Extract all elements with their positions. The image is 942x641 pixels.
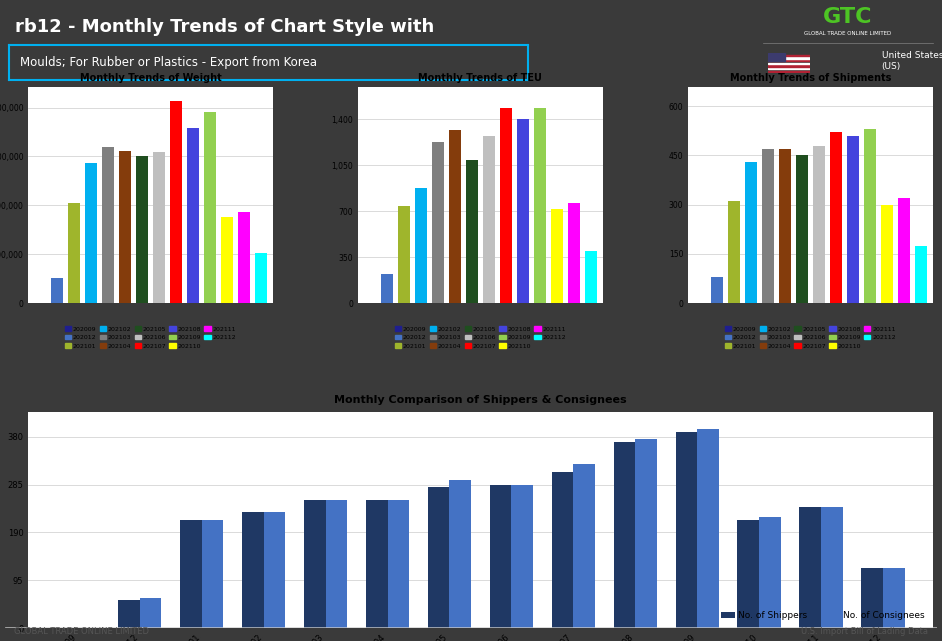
Bar [768, 71, 810, 72]
Bar [883, 568, 904, 628]
Bar [365, 500, 387, 628]
Bar [203, 112, 216, 303]
Title: Monthly Comparison of Shippers & Consignees: Monthly Comparison of Shippers & Consign… [334, 395, 626, 405]
Bar [768, 63, 810, 64]
Bar [449, 130, 461, 303]
Bar [517, 119, 528, 303]
Bar [428, 487, 449, 628]
Bar [697, 429, 719, 628]
Legend: No. of Shippers, No. of Consignees: No. of Shippers, No. of Consignees [718, 608, 928, 624]
Text: GLOBAL TRADE ONLINE LIMITED: GLOBAL TRADE ONLINE LIMITED [804, 31, 891, 37]
Bar [221, 217, 233, 303]
Bar [102, 147, 114, 303]
Bar [574, 465, 595, 628]
Text: GLOBAL TRADE ONLINE LIMITED: GLOBAL TRADE ONLINE LIMITED [14, 627, 149, 636]
Bar [432, 142, 444, 303]
Bar [382, 274, 393, 303]
Bar [387, 500, 409, 628]
Bar [118, 601, 139, 628]
Bar [779, 149, 791, 303]
Bar [635, 439, 657, 628]
Bar [51, 278, 63, 303]
Text: United States
(US): United States (US) [882, 51, 942, 71]
Text: GTC: GTC [823, 7, 872, 27]
Bar [264, 512, 285, 628]
Bar [153, 152, 165, 303]
Bar [861, 568, 883, 628]
Bar [552, 472, 574, 628]
Bar [187, 128, 199, 303]
Bar [304, 500, 326, 628]
Title: Monthly Trends of Weight: Monthly Trends of Weight [79, 73, 221, 83]
Bar [500, 108, 512, 303]
Bar [202, 520, 223, 628]
Bar [242, 512, 264, 628]
Bar [466, 160, 478, 303]
Bar [534, 108, 545, 303]
Bar [585, 251, 596, 303]
Legend: 202009, 202012, 202101, 202102, 202103, 202104, 202105, 202106, 202107, 202108, : 202009, 202012, 202101, 202102, 202103, … [723, 324, 899, 351]
Bar [415, 188, 427, 303]
Legend: 202009, 202012, 202101, 202102, 202103, 202104, 202105, 202106, 202107, 202108, : 202009, 202012, 202101, 202102, 202103, … [62, 324, 238, 351]
Bar [711, 277, 723, 303]
Bar [881, 204, 893, 303]
Bar [864, 129, 876, 303]
Bar [613, 442, 635, 628]
Bar [738, 520, 759, 628]
Bar [483, 137, 495, 303]
Title: Monthly Trends of Shipments: Monthly Trends of Shipments [730, 73, 891, 83]
Bar [139, 598, 161, 628]
Bar [768, 55, 810, 56]
Bar [85, 163, 97, 303]
Bar [398, 206, 410, 303]
Legend: 202009, 202012, 202101, 202102, 202103, 202104, 202105, 202106, 202107, 202108, : 202009, 202012, 202101, 202102, 202103, … [392, 324, 569, 351]
Bar [326, 500, 348, 628]
Bar [136, 156, 148, 303]
Bar [821, 507, 843, 628]
Bar [762, 149, 774, 303]
Bar [796, 156, 808, 303]
Bar [768, 53, 785, 62]
Bar [551, 209, 562, 303]
Bar [800, 507, 821, 628]
Text: Moulds; For Rubber or Plastics - Export from Korea: Moulds; For Rubber or Plastics - Export … [20, 56, 317, 69]
Bar [238, 212, 250, 303]
Bar [512, 485, 533, 628]
Bar [768, 65, 810, 67]
Bar [759, 517, 781, 628]
Title: Monthly Trends of TEU: Monthly Trends of TEU [418, 73, 543, 83]
Bar [568, 203, 579, 303]
Bar [768, 58, 810, 59]
Bar [830, 133, 842, 303]
Text: rb12 - Monthly Trends of Chart Style with: rb12 - Monthly Trends of Chart Style wit… [15, 19, 434, 37]
Text: U.S. Import Bill of Lading Data: U.S. Import Bill of Lading Data [801, 627, 928, 636]
Bar [847, 136, 859, 303]
Bar [745, 162, 757, 303]
Bar [898, 198, 910, 303]
Bar [170, 101, 182, 303]
Bar [449, 479, 471, 628]
Bar [255, 253, 267, 303]
Bar [68, 203, 80, 303]
Bar [915, 246, 927, 303]
Bar [119, 151, 131, 303]
Bar [180, 520, 202, 628]
Bar [728, 201, 739, 303]
Bar [675, 431, 697, 628]
Bar [768, 68, 810, 69]
Bar [490, 485, 512, 628]
Bar [768, 60, 810, 62]
Bar [813, 146, 825, 303]
